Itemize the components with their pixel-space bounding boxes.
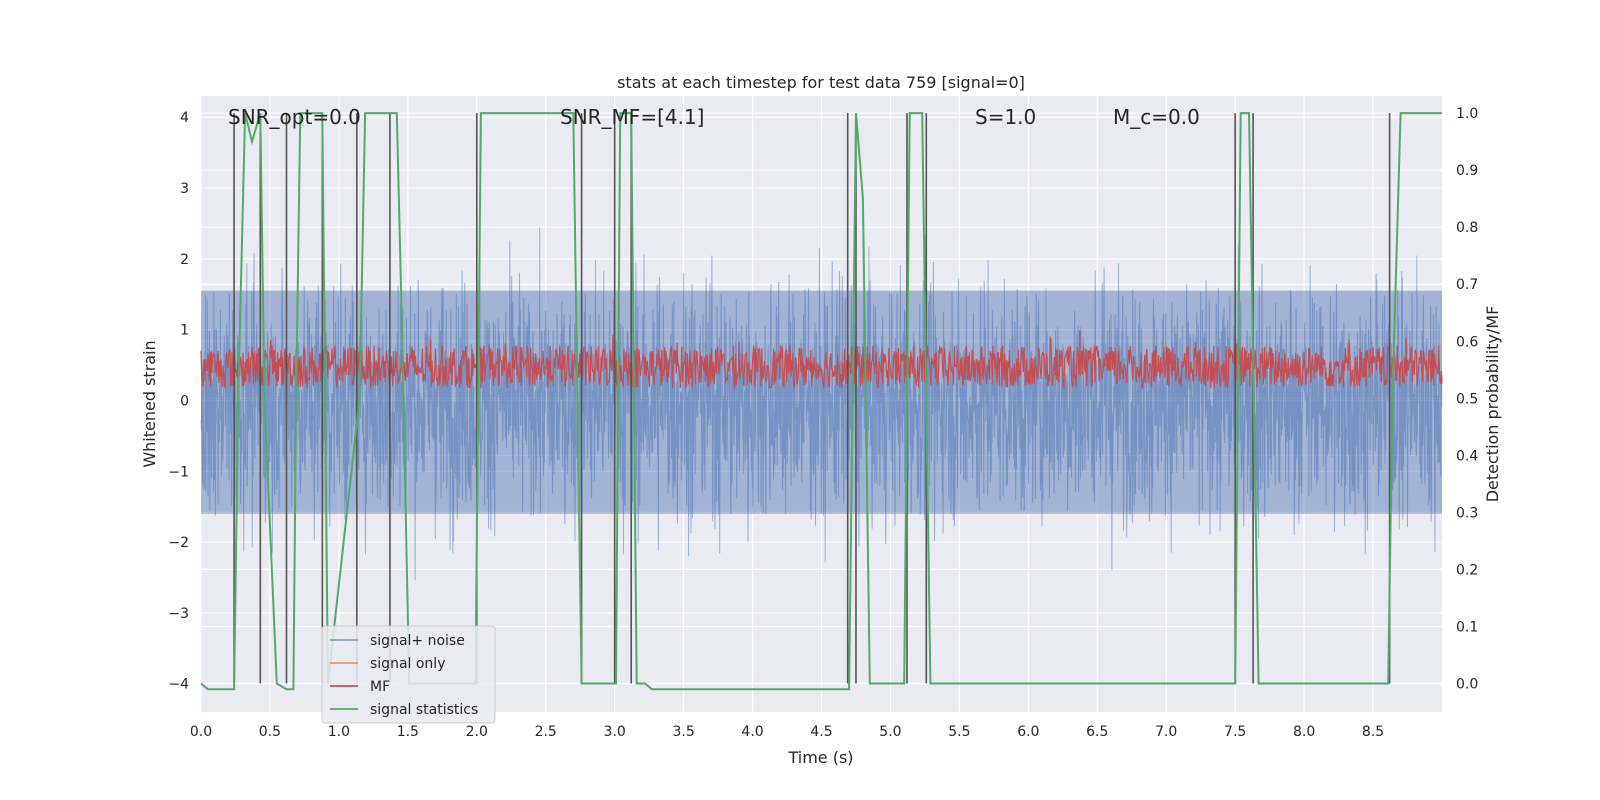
annotation-mc: M_c=0.0 (1113, 105, 1200, 129)
y-left-tick-label: −2 (168, 535, 189, 551)
y-left-tick-label: −3 (168, 606, 189, 622)
y-right-tick-label: 0.0 (1456, 676, 1478, 692)
y-right-tick-label: 0.2 (1456, 562, 1478, 578)
y-left-tick-label: 0 (180, 393, 189, 409)
x-tick-label: 5.5 (948, 724, 970, 740)
y-right-tick-label: 0.4 (1456, 448, 1478, 464)
signal-statistics-line (200, 112, 1442, 691)
x-tick-label: 1.5 (397, 724, 419, 740)
x-tick-label: 3.5 (672, 724, 694, 740)
y-left-axis-label: Whitened strain (140, 340, 159, 467)
legend-label-mf: MF (370, 679, 390, 695)
x-tick-label: 0.5 (259, 724, 281, 740)
x-tick-label: 2.5 (535, 724, 557, 740)
legend-label-signal-noise: signal+ noise (370, 633, 465, 649)
x-tick-label: 4.0 (741, 724, 763, 740)
y-right-tick-label: 1.0 (1456, 106, 1478, 122)
x-tick-label: 2.0 (466, 724, 488, 740)
annotation-snr-opt: SNR_opt=0.0 (228, 105, 361, 129)
annotation-s: S=1.0 (975, 105, 1036, 129)
y-left-tick-label: −4 (168, 677, 189, 693)
y-left-tick-label: 3 (180, 181, 189, 197)
legend-label-signal-only: signal only (370, 656, 445, 672)
y-left-tick-label: 4 (180, 110, 189, 126)
x-tick-label: 3.0 (604, 724, 626, 740)
x-tick-label: 0.0 (190, 724, 212, 740)
y-left-tick-label: 1 (180, 323, 189, 339)
x-tick-label: 5.0 (879, 724, 901, 740)
y-left-tick-label: −1 (168, 464, 189, 480)
legend-label-signal-statistics: signal statistics (370, 702, 478, 718)
y-right-tick-label: 0.6 (1456, 334, 1478, 350)
annotation-snr-mf: SNR_MF=[4.1] (560, 105, 704, 129)
x-tick-label: 6.5 (1086, 724, 1108, 740)
x-tick-label: 4.5 (810, 724, 832, 740)
x-tick-label: 8.5 (1362, 724, 1384, 740)
x-tick-label: 8.0 (1293, 724, 1315, 740)
y-right-axis-ticks: 1.0 0.9 0.8 0.7 0.6 0.5 0.4 0.3 0.2 0.1 0.0 (1456, 106, 1478, 692)
y-left-axis-ticks: 4 3 2 1 0 −1 −2 −3 −4 (168, 110, 189, 692)
y-right-tick-label: 0.1 (1456, 619, 1478, 635)
y-right-tick-label: 0.5 (1456, 391, 1478, 407)
y-right-tick-label: 0.9 (1456, 163, 1478, 179)
y-right-tick-label: 0.3 (1456, 505, 1478, 521)
y-left-tick-label: 2 (180, 252, 189, 268)
y-right-tick-label: 0.8 (1456, 220, 1478, 236)
signal-statistics-series (200, 112, 1442, 691)
legend-box (321, 625, 496, 724)
x-tick-label: 1.0 (328, 724, 350, 740)
y-right-axis-label: Detection probability/MF (1483, 306, 1502, 503)
x-axis-label: Time (s) (787, 748, 853, 767)
legend: signal+ noise signal only MF signal stat… (321, 625, 496, 724)
x-tick-label: 7.0 (1155, 724, 1177, 740)
x-tick-label: 6.0 (1017, 724, 1039, 740)
y-right-tick-label: 0.7 (1456, 277, 1478, 293)
x-tick-label: 7.5 (1224, 724, 1246, 740)
x-axis-ticks: 0.0 0.5 1.0 1.5 2.0 2.5 3.0 3.5 4.0 4.5 5.0 5.5 6.0 6… (190, 724, 1384, 740)
annotations: SNR_opt=0.0 SNR_MF=[4.1] S=1.0 M_c=0.0 (228, 105, 1200, 129)
chart-title: stats at each timestep for test data 759… (617, 73, 1025, 92)
event-markers (233, 113, 1391, 684)
